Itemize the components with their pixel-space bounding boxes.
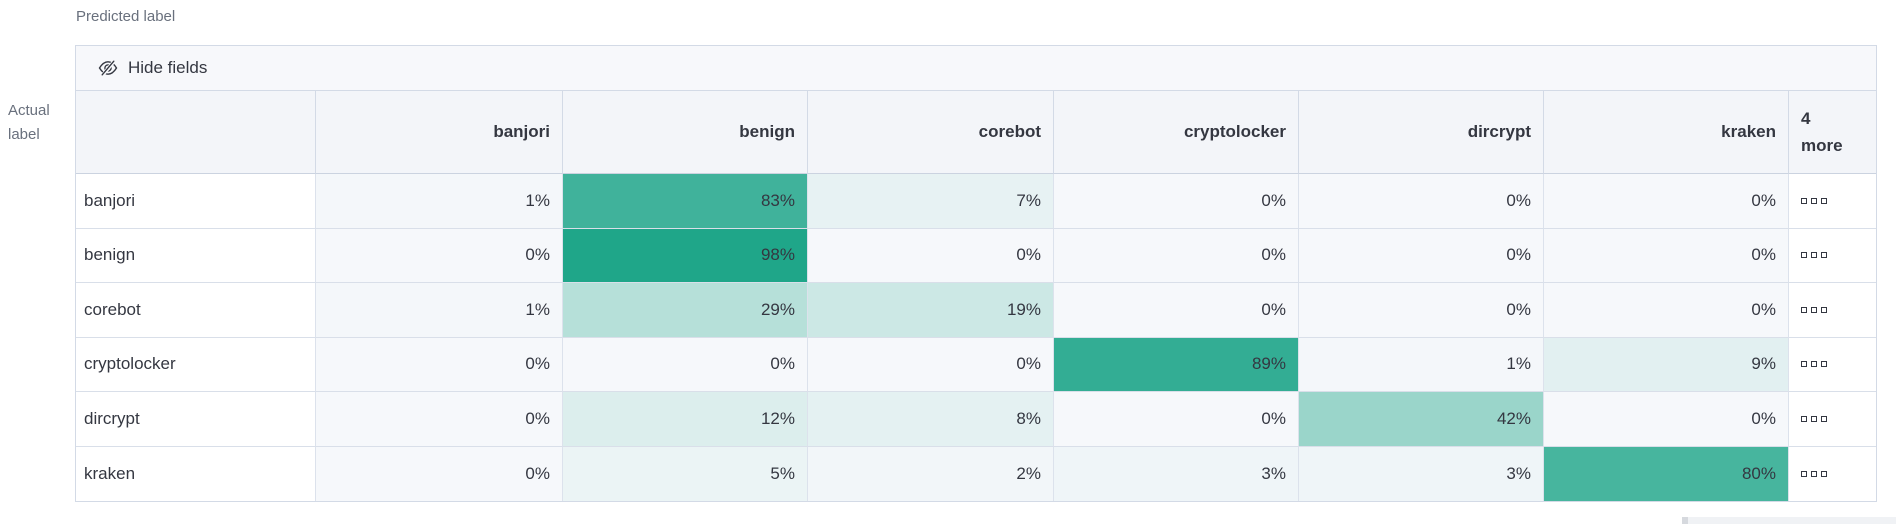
eye-closed-icon <box>98 58 118 78</box>
matrix-cell-banjori-banjori[interactable]: 1% <box>316 174 563 229</box>
actual-axis-label-line2: label <box>8 126 40 143</box>
more-columns-cell-kraken[interactable] <box>1789 446 1876 501</box>
row-label-benign[interactable]: benign <box>76 228 316 283</box>
boxes-horizontal-icon <box>1811 470 1817 477</box>
actual-axis-label: Actual label <box>8 99 50 147</box>
column-header-benign[interactable]: benign <box>563 91 808 174</box>
matrix-cell-cryptolocker-cryptolocker[interactable]: 89% <box>1054 337 1299 392</box>
matrix-cell-dircrypt-corebot[interactable]: 8% <box>808 392 1054 447</box>
data-grid: Hide fields banjori benign corebot cryptolo… <box>75 45 1877 502</box>
column-header-cryptolocker[interactable]: cryptolocker <box>1054 91 1299 174</box>
matrix-cell-cryptolocker-dircrypt[interactable]: 1% <box>1299 337 1544 392</box>
matrix-cell-dircrypt-dircrypt[interactable]: 42% <box>1299 392 1544 447</box>
row-label-cryptolocker[interactable]: cryptolocker <box>76 337 316 392</box>
row-label-dircrypt[interactable]: dircrypt <box>76 392 316 447</box>
more-columns-cell-corebot[interactable] <box>1789 283 1876 338</box>
column-header-kraken[interactable]: kraken <box>1544 91 1789 174</box>
header-corner-cell <box>76 91 316 174</box>
matrix-cell-benign-benign[interactable]: 98% <box>563 228 808 283</box>
matrix-row-cryptolocker: cryptolocker 0% 0% 0% 89% 1% 9% <box>76 337 1876 392</box>
matrix-row-kraken: kraken 0% 5% 2% 3% 3% 80% <box>76 446 1876 501</box>
matrix-cell-kraken-banjori[interactable]: 0% <box>316 446 563 501</box>
matrix-cell-kraken-benign[interactable]: 5% <box>563 446 808 501</box>
boxes-horizontal-icon <box>1811 252 1817 259</box>
matrix-cell-banjori-cryptolocker[interactable]: 0% <box>1054 174 1299 229</box>
more-columns-cell-banjori[interactable] <box>1789 174 1876 229</box>
matrix-cell-dircrypt-banjori[interactable]: 0% <box>316 392 563 447</box>
boxes-horizontal-icon <box>1801 306 1807 313</box>
grid-toolbar: Hide fields <box>76 46 1876 91</box>
matrix-cell-kraken-kraken[interactable]: 80% <box>1544 446 1789 501</box>
horizontal-scrollbar[interactable] <box>1682 517 1896 524</box>
boxes-horizontal-icon <box>1821 306 1827 313</box>
actual-axis-label-line1: Actual <box>8 102 50 119</box>
matrix-cell-banjori-benign[interactable]: 83% <box>563 174 808 229</box>
matrix-row-benign: benign 0% 98% 0% 0% 0% 0% <box>76 228 1876 283</box>
scrollbar-thumb[interactable] <box>1682 517 1688 524</box>
boxes-horizontal-icon <box>1801 252 1807 259</box>
matrix-cell-corebot-benign[interactable]: 29% <box>563 283 808 338</box>
matrix-cell-corebot-cryptolocker[interactable]: 0% <box>1054 283 1299 338</box>
matrix-cell-banjori-kraken[interactable]: 0% <box>1544 174 1789 229</box>
matrix-cell-dircrypt-cryptolocker[interactable]: 0% <box>1054 392 1299 447</box>
hide-fields-label: Hide fields <box>128 58 208 77</box>
more-header-line2: more <box>1801 136 1843 155</box>
matrix-cell-benign-kraken[interactable]: 0% <box>1544 228 1789 283</box>
boxes-horizontal-icon <box>1811 197 1817 204</box>
matrix-cell-kraken-corebot[interactable]: 2% <box>808 446 1054 501</box>
more-header-line1: 4 <box>1801 109 1811 128</box>
matrix-header-row: banjori benign corebot cryptolocker dircrypt… <box>76 91 1876 174</box>
matrix-cell-dircrypt-kraken[interactable]: 0% <box>1544 392 1789 447</box>
boxes-horizontal-icon <box>1821 361 1827 368</box>
more-columns-cell-dircrypt[interactable] <box>1789 392 1876 447</box>
more-columns-cell-benign[interactable] <box>1789 228 1876 283</box>
matrix-cell-benign-cryptolocker[interactable]: 0% <box>1054 228 1299 283</box>
boxes-horizontal-icon <box>1821 252 1827 259</box>
column-header-more[interactable]: 4 more <box>1789 91 1876 174</box>
matrix-cell-banjori-corebot[interactable]: 7% <box>808 174 1054 229</box>
matrix-cell-cryptolocker-corebot[interactable]: 0% <box>808 337 1054 392</box>
boxes-horizontal-icon <box>1801 415 1807 422</box>
matrix-body: banjori 1% 83% 7% 0% 0% 0% benign 0% 98% 0% 0% 0% 0% c… <box>76 174 1876 501</box>
matrix-cell-banjori-dircrypt[interactable]: 0% <box>1299 174 1544 229</box>
row-label-banjori[interactable]: banjori <box>76 174 316 229</box>
matrix-cell-kraken-cryptolocker[interactable]: 3% <box>1054 446 1299 501</box>
column-header-corebot[interactable]: corebot <box>808 91 1054 174</box>
hide-fields-button[interactable]: Hide fields <box>98 58 207 78</box>
boxes-horizontal-icon <box>1821 197 1827 204</box>
matrix-cell-dircrypt-benign[interactable]: 12% <box>563 392 808 447</box>
row-label-corebot[interactable]: corebot <box>76 283 316 338</box>
column-header-banjori[interactable]: banjori <box>316 91 563 174</box>
matrix-cell-cryptolocker-banjori[interactable]: 0% <box>316 337 563 392</box>
matrix-cell-corebot-dircrypt[interactable]: 0% <box>1299 283 1544 338</box>
matrix-cell-cryptolocker-benign[interactable]: 0% <box>563 337 808 392</box>
boxes-horizontal-icon <box>1821 470 1827 477</box>
boxes-horizontal-icon <box>1801 197 1807 204</box>
boxes-horizontal-icon <box>1811 415 1817 422</box>
matrix-row-banjori: banjori 1% 83% 7% 0% 0% 0% <box>76 174 1876 229</box>
boxes-horizontal-icon <box>1801 361 1807 368</box>
boxes-horizontal-icon <box>1821 415 1827 422</box>
matrix-row-corebot: corebot 1% 29% 19% 0% 0% 0% <box>76 283 1876 338</box>
matrix-cell-corebot-kraken[interactable]: 0% <box>1544 283 1789 338</box>
more-columns-cell-cryptolocker[interactable] <box>1789 337 1876 392</box>
predicted-axis-label: Predicted label <box>76 8 176 25</box>
matrix-cell-benign-dircrypt[interactable]: 0% <box>1299 228 1544 283</box>
matrix-cell-benign-corebot[interactable]: 0% <box>808 228 1054 283</box>
matrix-row-dircrypt: dircrypt 0% 12% 8% 0% 42% 0% <box>76 392 1876 447</box>
row-label-kraken[interactable]: kraken <box>76 446 316 501</box>
matrix-cell-corebot-banjori[interactable]: 1% <box>316 283 563 338</box>
matrix-cell-benign-banjori[interactable]: 0% <box>316 228 563 283</box>
matrix-cell-kraken-dircrypt[interactable]: 3% <box>1299 446 1544 501</box>
boxes-horizontal-icon <box>1801 470 1807 477</box>
boxes-horizontal-icon <box>1811 361 1817 368</box>
matrix-cell-corebot-corebot[interactable]: 19% <box>808 283 1054 338</box>
matrix-cell-cryptolocker-kraken[interactable]: 9% <box>1544 337 1789 392</box>
column-header-dircrypt[interactable]: dircrypt <box>1299 91 1544 174</box>
boxes-horizontal-icon <box>1811 306 1817 313</box>
